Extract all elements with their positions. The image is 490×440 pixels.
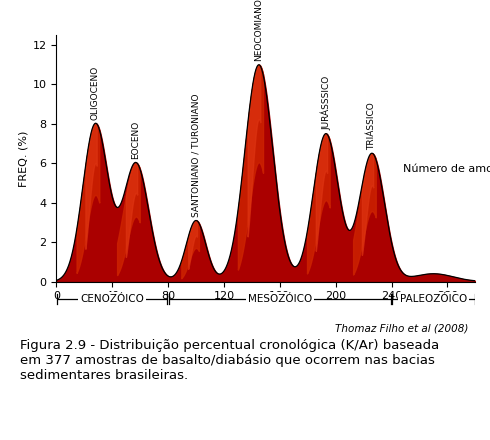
Text: Número de amostras: 377: Número de amostras: 377 [403, 164, 490, 174]
Text: MESOZÓICO: MESOZÓICO [247, 294, 312, 304]
Text: TRIÁSSICO: TRIÁSSICO [368, 102, 376, 150]
Text: EOCENO: EOCENO [131, 121, 141, 159]
Text: Thomaz Filho et al (2008): Thomaz Filho et al (2008) [335, 323, 468, 334]
Text: NEOCOMIANO: NEOCOMIANO [254, 0, 263, 61]
Text: PALEOZÓICO: PALEOZÓICO [400, 294, 467, 304]
Text: CENOZÓICO: CENOZÓICO [80, 294, 144, 304]
Text: OLIGOCENO: OLIGOCENO [91, 66, 100, 120]
Text: SANTONIANO / TURONIANO: SANTONIANO / TURONIANO [192, 93, 200, 216]
Text: JURÁSSSICO: JURÁSSSICO [320, 76, 331, 130]
Y-axis label: FREQ. (%): FREQ. (%) [18, 130, 28, 187]
Text: Figura 2.9 - Distribuição percentual cronológica (K/Ar) baseada
em 377 amostras : Figura 2.9 - Distribuição percentual cro… [20, 339, 439, 382]
